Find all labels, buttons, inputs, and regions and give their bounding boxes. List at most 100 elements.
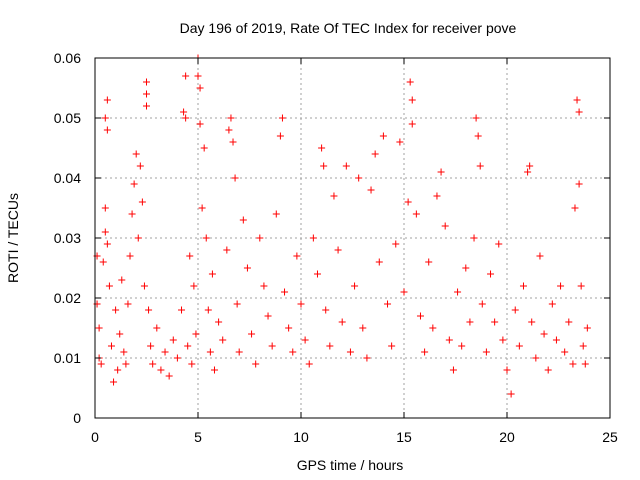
plot-frame bbox=[94, 57, 611, 419]
data-point bbox=[223, 246, 231, 254]
data-point bbox=[573, 96, 581, 104]
data-point bbox=[449, 366, 457, 374]
x-tick-label: 25 bbox=[602, 429, 618, 445]
data-point bbox=[136, 162, 144, 170]
data-point bbox=[188, 360, 196, 368]
data-point bbox=[470, 234, 478, 242]
data-point bbox=[107, 342, 115, 350]
data-point bbox=[454, 288, 462, 296]
y-tick-label: 0.02 bbox=[54, 290, 81, 306]
data-point bbox=[577, 282, 585, 290]
data-point bbox=[99, 258, 107, 266]
data-point bbox=[429, 324, 437, 332]
data-point bbox=[462, 264, 470, 272]
data-point bbox=[138, 198, 146, 206]
data-point bbox=[363, 354, 371, 362]
data-point bbox=[128, 210, 136, 218]
data-point bbox=[260, 282, 268, 290]
data-point bbox=[194, 72, 202, 80]
data-point bbox=[116, 330, 124, 338]
data-point bbox=[367, 186, 375, 194]
y-tick-label: 0.04 bbox=[54, 170, 81, 186]
y-axis-label: ROTI / TECUs bbox=[5, 193, 21, 283]
data-point bbox=[122, 360, 130, 368]
data-point bbox=[487, 270, 495, 278]
data-point bbox=[149, 360, 157, 368]
data-point bbox=[233, 300, 241, 308]
data-point bbox=[143, 78, 150, 86]
data-point bbox=[227, 114, 235, 122]
data-point bbox=[575, 108, 583, 116]
data-point bbox=[153, 324, 161, 332]
data-point bbox=[359, 324, 367, 332]
data-point bbox=[404, 198, 412, 206]
data-point bbox=[579, 342, 587, 350]
data-point bbox=[305, 360, 313, 368]
data-point bbox=[196, 120, 204, 128]
data-point bbox=[178, 306, 186, 314]
data-point bbox=[371, 150, 379, 158]
data-point bbox=[173, 354, 181, 362]
data-point bbox=[252, 360, 260, 368]
data-point bbox=[528, 318, 536, 326]
data-point bbox=[309, 234, 317, 242]
data-point bbox=[540, 330, 548, 338]
data-point bbox=[491, 318, 499, 326]
data-point bbox=[225, 126, 233, 134]
data-point bbox=[515, 342, 523, 350]
data-point bbox=[161, 348, 169, 356]
data-point bbox=[165, 372, 173, 380]
data-point bbox=[157, 366, 165, 374]
y-tick-label: 0.01 bbox=[54, 350, 81, 366]
data-point bbox=[561, 348, 569, 356]
data-point bbox=[120, 348, 128, 356]
data-point bbox=[281, 288, 289, 296]
data-point bbox=[208, 270, 216, 278]
data-point bbox=[519, 282, 527, 290]
data-point bbox=[235, 348, 243, 356]
data-point bbox=[474, 132, 482, 140]
data-point bbox=[322, 306, 330, 314]
data-point bbox=[103, 126, 111, 134]
data-point bbox=[507, 390, 515, 398]
y-tick-label: 0.03 bbox=[54, 230, 81, 246]
data-point bbox=[190, 282, 198, 290]
data-point bbox=[511, 306, 519, 314]
data-point bbox=[278, 114, 286, 122]
data-point bbox=[145, 306, 153, 314]
data-point bbox=[272, 210, 280, 218]
data-point bbox=[268, 342, 276, 350]
data-point bbox=[215, 318, 223, 326]
data-point bbox=[581, 360, 589, 368]
data-points bbox=[93, 54, 591, 398]
data-point bbox=[124, 300, 132, 308]
data-point bbox=[285, 324, 293, 332]
data-point bbox=[248, 330, 256, 338]
data-point bbox=[143, 102, 150, 110]
data-point bbox=[126, 252, 134, 260]
data-point bbox=[433, 192, 441, 200]
data-point bbox=[379, 132, 387, 140]
data-point bbox=[192, 330, 200, 338]
data-point bbox=[132, 150, 140, 158]
data-point bbox=[169, 336, 177, 344]
data-point bbox=[408, 96, 416, 104]
x-tick-label: 0 bbox=[91, 429, 99, 445]
data-point bbox=[184, 342, 192, 350]
data-point bbox=[565, 318, 573, 326]
data-point bbox=[526, 162, 534, 170]
data-point bbox=[330, 192, 338, 200]
data-point bbox=[112, 306, 120, 314]
data-point bbox=[388, 342, 396, 350]
data-point bbox=[552, 336, 560, 344]
data-point bbox=[375, 258, 383, 266]
data-point bbox=[143, 90, 150, 98]
x-tick-label: 5 bbox=[194, 429, 202, 445]
x-tick-label: 15 bbox=[396, 429, 412, 445]
data-point bbox=[105, 282, 113, 290]
data-point bbox=[478, 300, 486, 308]
data-point bbox=[557, 282, 565, 290]
data-point bbox=[134, 234, 142, 242]
data-point bbox=[569, 360, 577, 368]
data-point bbox=[476, 162, 484, 170]
